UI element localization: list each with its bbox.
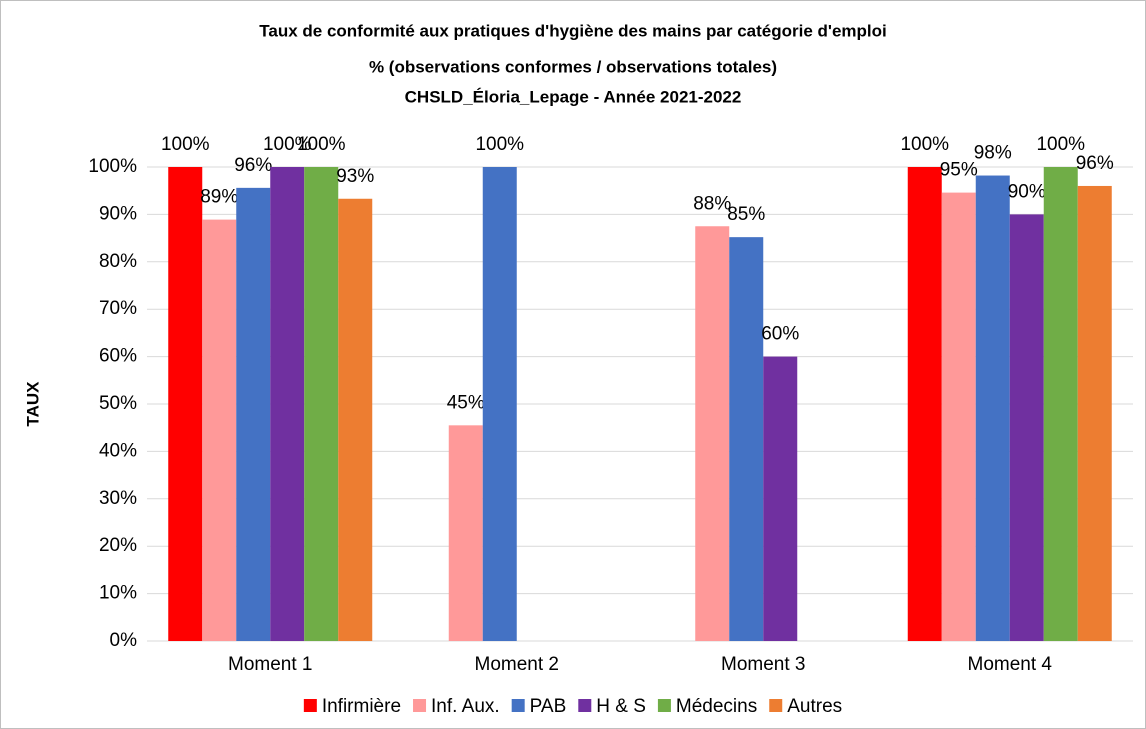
bar — [763, 356, 798, 641]
y-axis-label: TAUX — [23, 381, 42, 427]
legend-label: Médecins — [676, 696, 757, 717]
bar — [941, 192, 976, 641]
y-tick-label: 70% — [99, 298, 137, 319]
data-label: 95% — [940, 160, 978, 181]
bar — [729, 237, 764, 642]
data-label: 100% — [1036, 134, 1085, 155]
legend-swatch — [511, 699, 525, 712]
data-label: 98% — [974, 143, 1012, 164]
bar — [168, 167, 203, 641]
legend-swatch — [303, 699, 317, 712]
legend-label: Autres — [787, 696, 842, 717]
data-label: 93% — [336, 166, 374, 187]
legend-label: PAB — [530, 696, 567, 717]
bar — [448, 425, 483, 641]
legend-label: Inf. Aux. — [431, 696, 500, 717]
x-tick-label: Moment 3 — [721, 654, 805, 675]
y-tick-label: 30% — [99, 488, 137, 509]
legend-label: Infirmière — [322, 696, 401, 717]
bar — [1009, 214, 1044, 641]
data-label: 96% — [234, 155, 272, 176]
bar — [202, 219, 237, 641]
y-tick-label: 50% — [99, 393, 137, 414]
bar — [338, 198, 373, 641]
y-tick-label: 80% — [99, 251, 137, 272]
y-tick-label: 100% — [88, 156, 137, 177]
bar — [304, 167, 339, 641]
data-label: 100% — [900, 134, 949, 155]
data-label: 100% — [263, 134, 312, 155]
data-label: 100% — [475, 134, 524, 155]
y-tick-label: 10% — [99, 583, 137, 604]
y-tick-label: 90% — [99, 203, 137, 224]
legend-swatch — [657, 699, 671, 712]
legend-swatch — [413, 699, 427, 712]
bar — [270, 167, 305, 641]
y-tick-label: 0% — [110, 630, 138, 651]
y-tick-label: 20% — [99, 535, 137, 556]
legend-swatch — [578, 699, 592, 712]
data-label: 45% — [447, 392, 485, 413]
bar — [1043, 167, 1078, 641]
y-tick-label: 40% — [99, 440, 137, 461]
data-label: 89% — [200, 187, 238, 208]
bar — [695, 226, 730, 641]
bar — [236, 187, 271, 641]
data-label: 90% — [1008, 181, 1046, 202]
y-tick-label: 60% — [99, 346, 137, 367]
chart-subtitle: % (observations conformes / observations… — [369, 57, 777, 76]
chart-subtitle: CHSLD_Éloria_Lepage - Année 2021-2022 — [405, 87, 742, 106]
data-label: 88% — [693, 193, 731, 214]
bar — [907, 167, 942, 641]
legend-swatch — [769, 699, 783, 712]
x-tick-label: Moment 2 — [475, 654, 559, 675]
bar — [975, 175, 1010, 642]
x-tick-label: Moment 1 — [228, 654, 312, 675]
chart-title: Taux de conformité aux pratiques d'hygiè… — [259, 21, 886, 40]
data-label: 85% — [727, 204, 765, 225]
bar — [482, 167, 517, 641]
legend-label: H & S — [596, 696, 646, 717]
data-label: 60% — [761, 324, 799, 345]
x-tick-label: Moment 4 — [968, 654, 1053, 675]
data-label: 96% — [1076, 153, 1114, 174]
data-label: 100% — [297, 134, 346, 155]
bar — [1077, 185, 1112, 641]
data-label: 100% — [161, 134, 210, 155]
